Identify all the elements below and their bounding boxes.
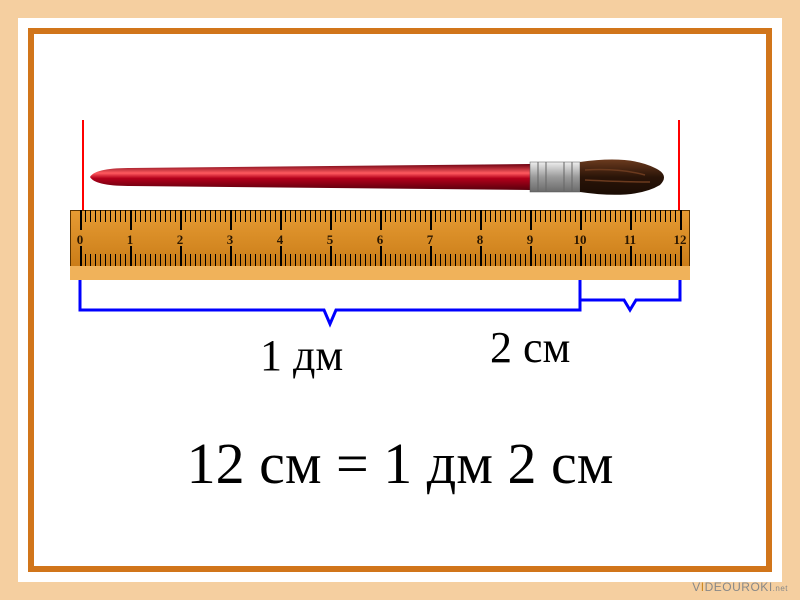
ruler-number: 9 [527, 232, 534, 248]
ruler-number: 3 [227, 232, 234, 248]
paintbrush [90, 150, 670, 205]
watermark: VIDEOUROKI.net [692, 580, 788, 594]
labels: 1 дм 2 см 12 см = 1 дм 2 см [0, 330, 800, 497]
ruler: 0123456789101112 [70, 210, 690, 280]
dm-label: 1 дм [260, 330, 343, 381]
ruler-number: 6 [377, 232, 384, 248]
ruler-number: 10 [574, 232, 587, 248]
ruler-number: 7 [427, 232, 434, 248]
diagram: 0123456789101112 [70, 120, 690, 300]
equation: 12 см = 1 дм 2 см [0, 430, 800, 497]
cm-label: 2 см [490, 322, 570, 373]
ruler-number: 11 [624, 232, 636, 248]
ruler-number: 0 [77, 232, 84, 248]
ruler-number: 1 [127, 232, 134, 248]
ruler-number: 4 [277, 232, 284, 248]
ruler-number: 2 [177, 232, 184, 248]
ruler-number: 8 [477, 232, 484, 248]
ruler-number: 5 [327, 232, 334, 248]
ruler-number: 12 [674, 232, 687, 248]
